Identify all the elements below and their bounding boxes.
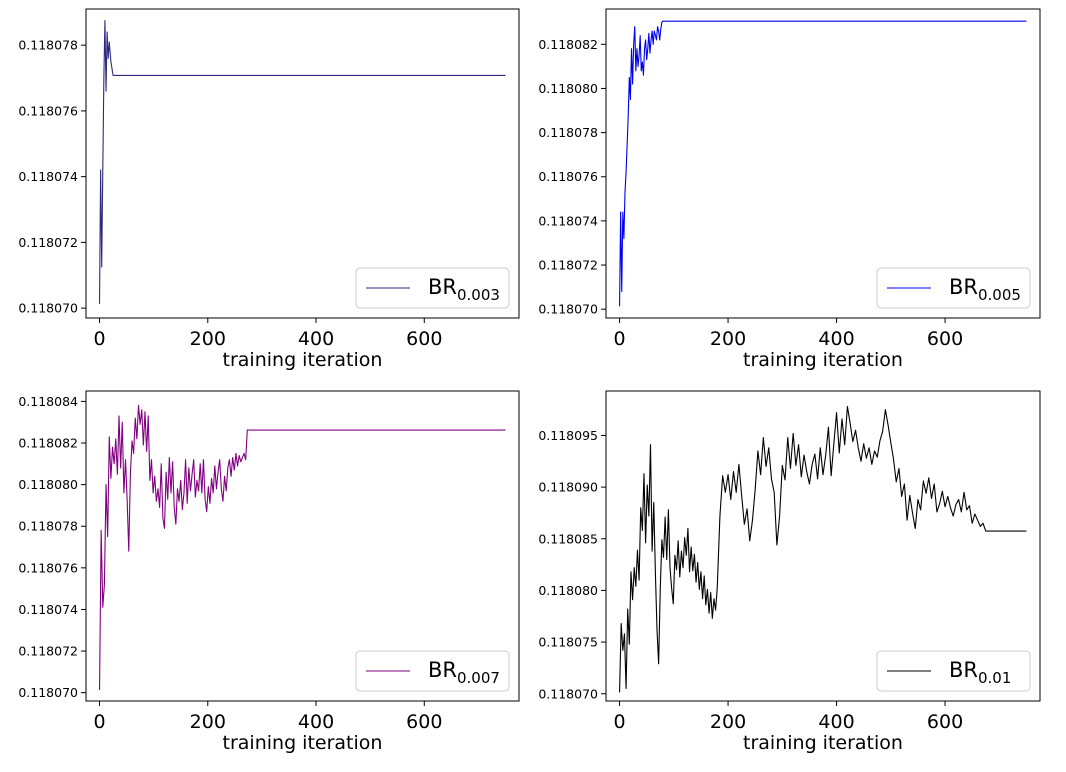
y-tick-label: 0.118080: [18, 477, 78, 492]
legend: BR0.01: [876, 650, 1031, 692]
y-tick-label: 0.118078: [18, 519, 78, 534]
y-tick-label: 0.118075: [538, 635, 598, 650]
axes-frame: [605, 8, 1041, 319]
x-tick-label: 600: [406, 711, 442, 733]
x-tick-label: 400: [298, 711, 334, 733]
x-axis-label: training iteration: [223, 349, 383, 371]
x-tick-label: 200: [710, 328, 746, 350]
x-tick-label: 400: [298, 328, 334, 350]
legend: BR0.007: [355, 650, 510, 692]
y-tick-label: 0.118080: [538, 583, 598, 598]
legend: BR0.005: [876, 267, 1031, 309]
series-line: [98, 405, 506, 690]
x-axis-label: training iteration: [743, 732, 903, 754]
y-tick-label: 0.118078: [538, 125, 598, 140]
subplot-3: 0.118070 0.118072 0.118074 0.118076 0.118078…: [18, 390, 520, 754]
x-tick-label: 0: [614, 328, 626, 350]
x-axis-label: training iteration: [743, 349, 903, 371]
y-tick-label: 0.118085: [538, 531, 598, 546]
x-tick-label: 400: [818, 711, 854, 733]
x-tick-label: 600: [406, 328, 442, 350]
subplot-4: 0.118070 0.118075 0.118080 0.118085 0.118090…: [538, 390, 1041, 754]
y-tick-label: 0.118076: [538, 169, 598, 184]
y-tick-label: 0.118078: [18, 38, 78, 53]
x-tick-label: 200: [190, 711, 226, 733]
y-tick-label: 0.118074: [18, 169, 78, 184]
y-tick-label: 0.118084: [18, 394, 78, 409]
y-tick-label: 0.118080: [538, 81, 598, 96]
y-tick-label: 0.118076: [18, 560, 78, 575]
y-tick-label: 0.118070: [18, 685, 78, 700]
y-tick-label: 0.118076: [18, 103, 78, 118]
y-tick-label: 0.118070: [538, 686, 598, 701]
x-tick-label: 0: [93, 328, 105, 350]
x-tick-label: 200: [710, 711, 746, 733]
y-tick-label: 0.118082: [538, 37, 598, 52]
y-tick-label: 0.118090: [538, 480, 598, 495]
legend-label-subscript: 0.01: [978, 669, 1011, 687]
x-tick-label: 400: [818, 328, 854, 350]
y-tick-label: 0.118070: [18, 301, 78, 316]
axes-frame: [85, 390, 520, 702]
x-axis-label: training iteration: [223, 732, 383, 754]
series-line: [98, 19, 506, 304]
y-tick-label: 0.118070: [538, 302, 598, 317]
legend-label-subscript: 0.005: [978, 286, 1021, 304]
legend-box: [355, 650, 510, 692]
series-line: [619, 405, 1027, 693]
legend-label-subscript: 0.007: [457, 669, 500, 687]
x-tick-label: 600: [927, 711, 963, 733]
legend-box: [876, 267, 1031, 309]
subplot-1: 0.118070 0.118072 0.118074 0.118076 0.118078…: [18, 8, 520, 371]
x-tick-label: 0: [93, 711, 105, 733]
y-tick-label: 0.118074: [18, 602, 78, 617]
subplot-2: 0.118070 0.118072 0.118074 0.118076 0.118078…: [538, 8, 1041, 371]
legend-box: [876, 650, 1031, 692]
legend-box: [355, 267, 510, 309]
y-tick-label: 0.118072: [18, 235, 78, 250]
x-tick-label: 0: [614, 711, 626, 733]
y-tick-label: 0.118072: [18, 644, 78, 659]
axes-frame: [85, 8, 520, 319]
x-tick-label: 200: [190, 328, 226, 350]
y-tick-label: 0.118095: [538, 428, 598, 443]
legend: BR0.003: [355, 267, 510, 309]
y-tick-label: 0.118082: [18, 436, 78, 451]
y-tick-label: 0.118074: [538, 213, 598, 228]
legend-label-subscript: 0.003: [457, 286, 500, 304]
series-line: [619, 20, 1027, 307]
axes-frame: [605, 390, 1041, 702]
x-tick-label: 600: [927, 328, 963, 350]
y-tick-label: 0.118072: [538, 258, 598, 273]
